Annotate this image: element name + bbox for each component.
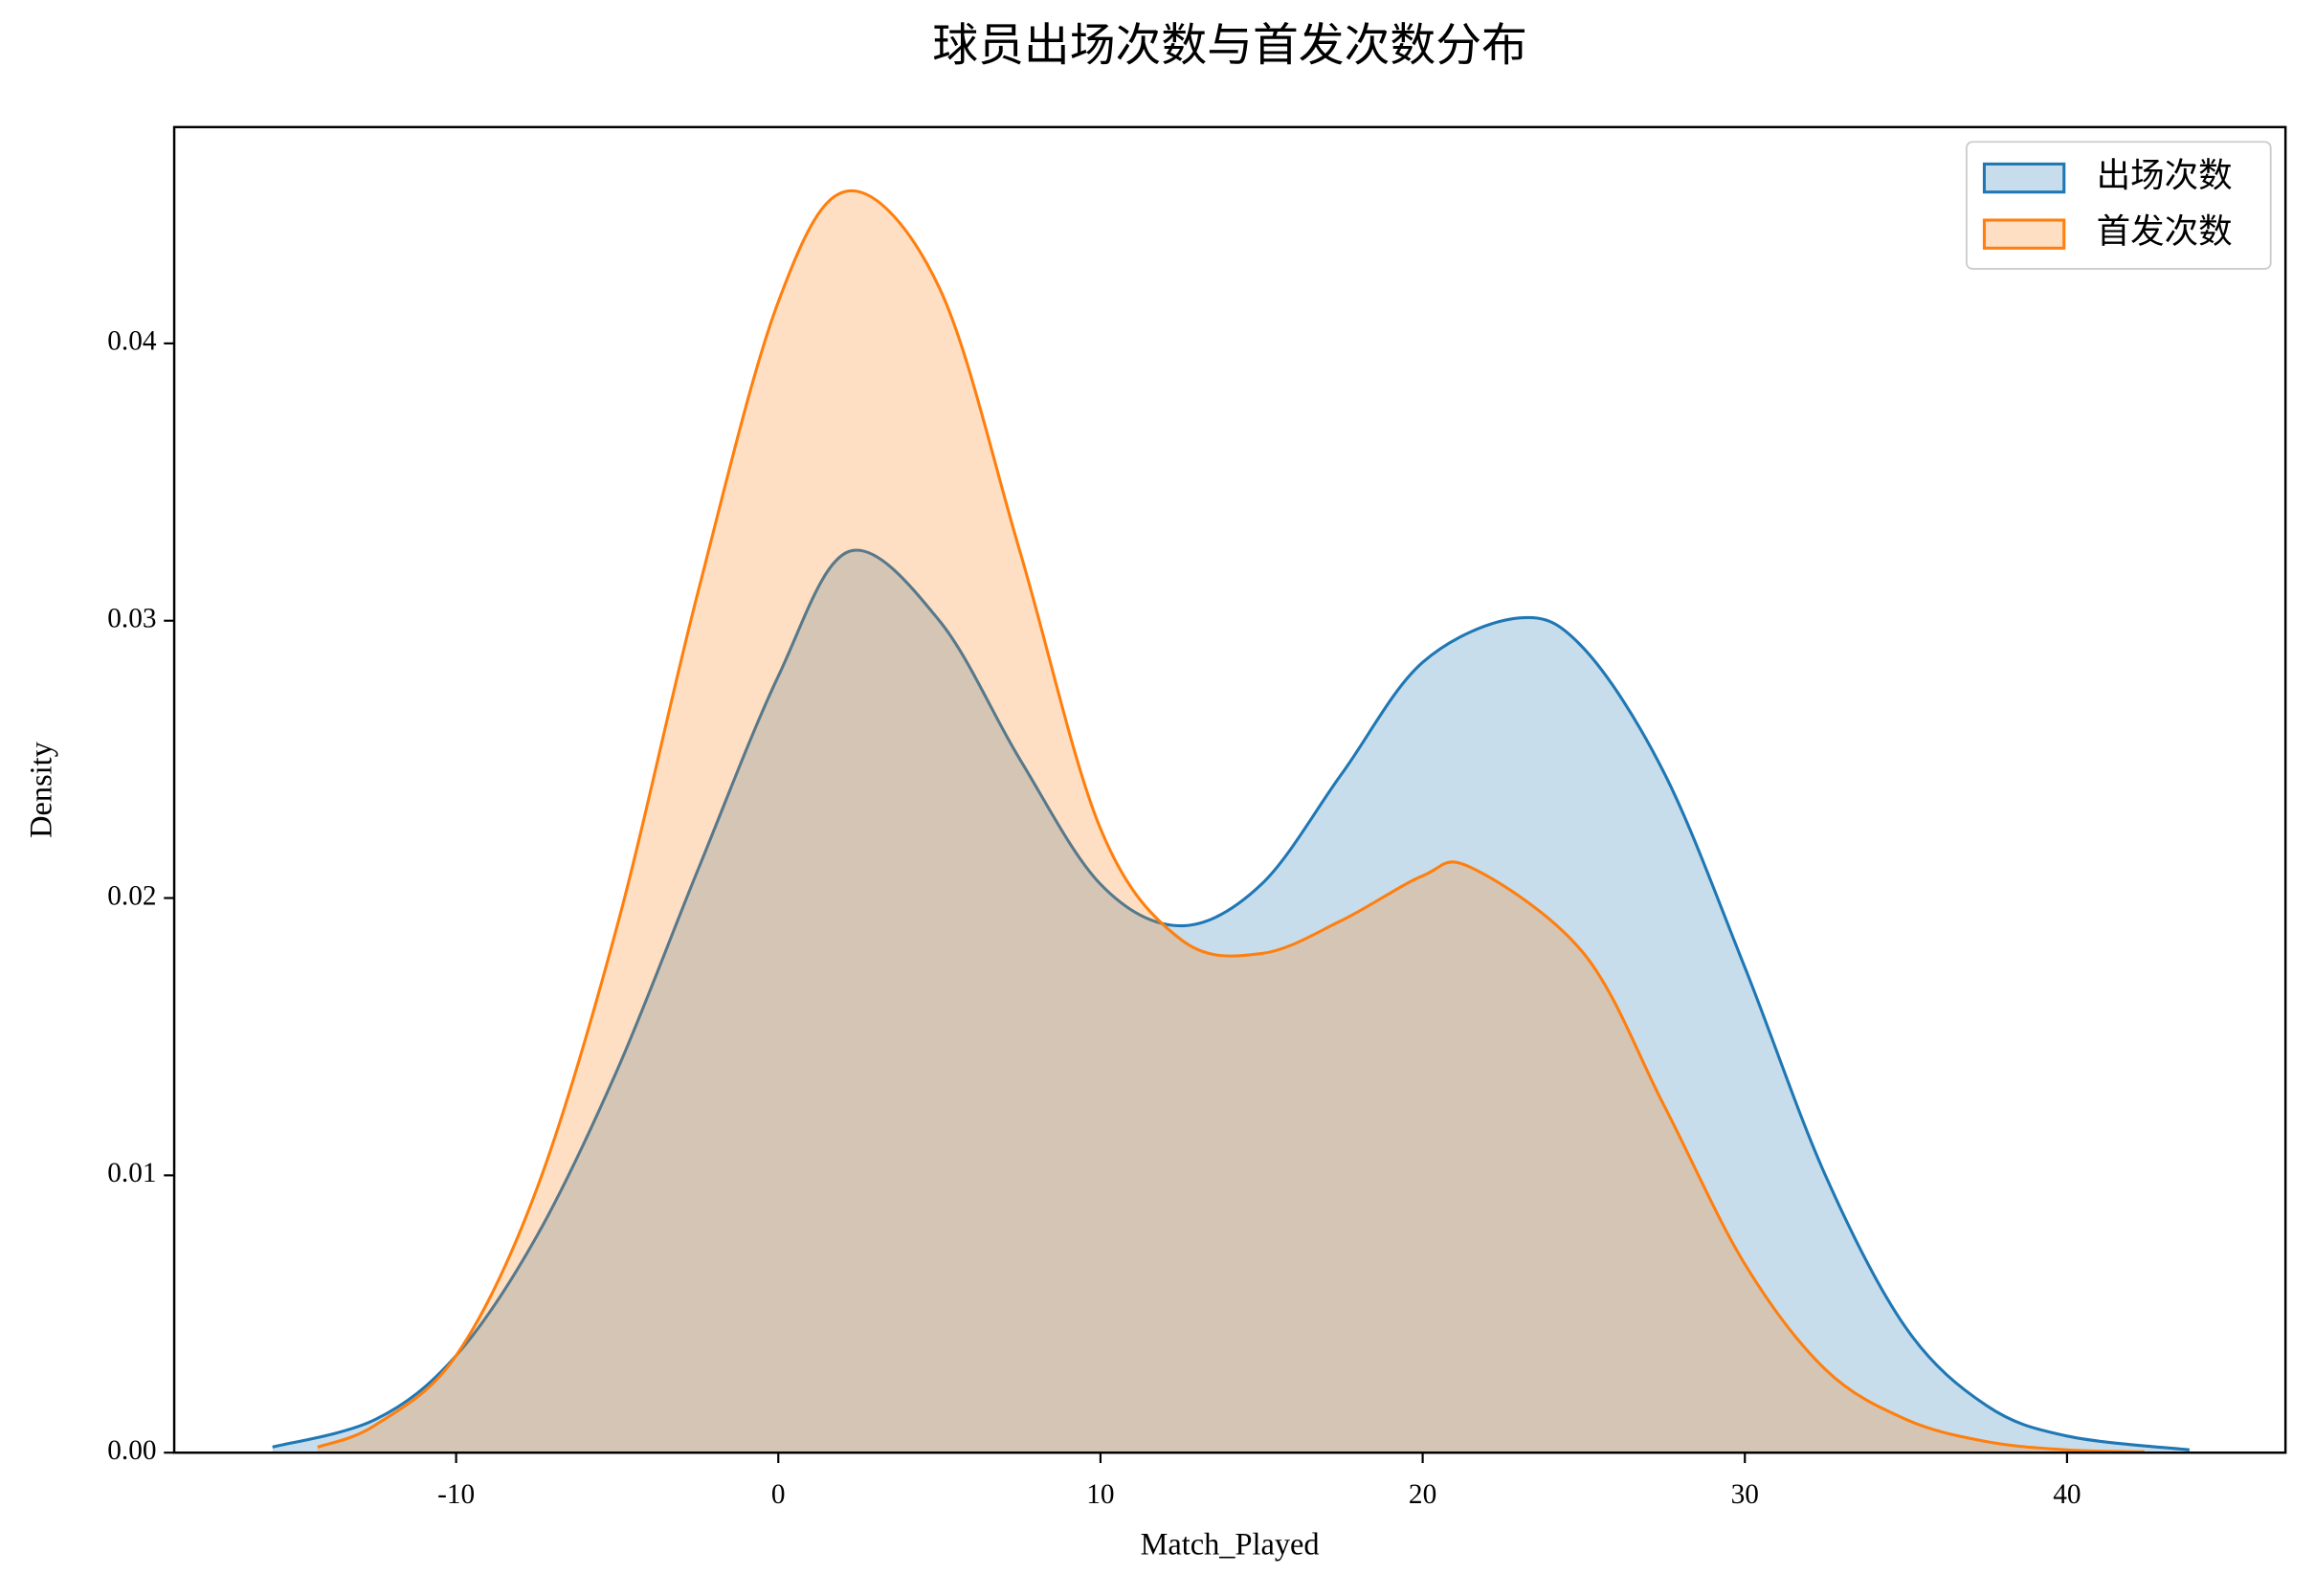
x-tick-label: 30 (1731, 1479, 1759, 1510)
x-tick-label: 20 (1409, 1479, 1436, 1510)
y-axis-label: Density (25, 741, 59, 838)
legend-box (1965, 141, 2272, 270)
density-line (272, 548, 2190, 1452)
x-axis-label: Match_Played (1141, 1527, 1320, 1562)
density-line (317, 188, 2145, 1453)
legend-label: 出场次数 (2097, 156, 2233, 194)
area-fill (272, 549, 2190, 1453)
x-tick-label: 0 (771, 1479, 786, 1510)
y-tick-label: 0.04 (107, 326, 157, 357)
plot-frame (172, 125, 2287, 1454)
y-tick-label: 0.02 (107, 880, 156, 911)
legend-swatch (1982, 162, 2066, 194)
legend-label: 首发次数 (2097, 212, 2233, 251)
y-tick-label: 0.00 (107, 1435, 156, 1466)
x-tick-label: 40 (2053, 1479, 2081, 1510)
chart-title: 球员出场次数与首发次数分布 (932, 21, 1527, 72)
y-tick-label: 0.01 (107, 1158, 156, 1188)
x-tick-label: -10 (437, 1479, 475, 1510)
area-fill (317, 190, 2145, 1453)
legend-swatch (1982, 218, 2066, 250)
x-tick-label: 10 (1086, 1479, 1114, 1510)
y-tick-label: 0.03 (107, 603, 156, 633)
